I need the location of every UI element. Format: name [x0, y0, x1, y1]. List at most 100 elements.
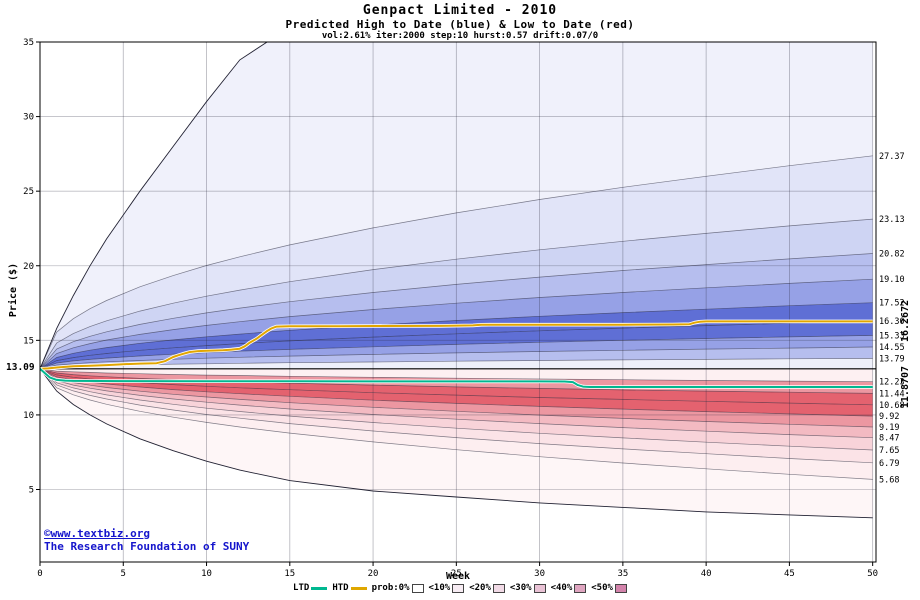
percentile-line — [40, 368, 873, 451]
y-tick-label: 20 — [23, 262, 34, 272]
x-tick-label: 15 — [284, 569, 295, 579]
start-price-label: 13.09 — [6, 362, 35, 373]
y-tick-label: 15 — [23, 336, 34, 346]
right-value-label: 17.52 — [879, 299, 905, 309]
legend-item-30: <30% — [510, 583, 546, 593]
y-tick-label: 5 — [29, 486, 34, 496]
percentile-line — [40, 368, 873, 383]
legend-label: HTD — [332, 583, 349, 593]
prob-band — [40, 368, 873, 417]
x-tick-label: 30 — [534, 569, 545, 579]
right-value-label: 8.47 — [879, 434, 899, 444]
right-value-label: 12.23 — [879, 378, 905, 388]
legend-item-prob0: prob:0% — [372, 583, 424, 593]
legend-item-ltd: LTD — [293, 583, 328, 593]
legend-label: <50% — [591, 583, 613, 593]
x-tick-label: 0 — [37, 569, 42, 579]
right-value-label: 10.68 — [879, 401, 905, 411]
x-axis-title: Week — [445, 571, 471, 582]
legend-label: <20% — [469, 583, 491, 593]
y-tick-label: 25 — [23, 187, 34, 197]
y-tick-label: 30 — [23, 113, 34, 123]
legend-item-40: <40% — [551, 583, 587, 593]
x-tick-label: 10 — [201, 569, 212, 579]
watermark-url[interactable]: ©www.textbiz.org — [44, 527, 150, 540]
legend-label: prob:0% — [371, 583, 410, 593]
htd-line — [40, 320, 873, 370]
percentile-line — [40, 335, 873, 370]
prob-band — [40, 320, 873, 369]
legend-item-50: <50% — [591, 583, 627, 593]
envelope-line — [40, 368, 873, 519]
chart-legend: LTD HTD prob:0% <10% <20% <30% <40% <50% — [0, 583, 920, 593]
right-value-label: 20.82 — [879, 250, 905, 260]
percentile-line — [40, 155, 873, 369]
prob-band — [40, 368, 873, 405]
legend-label: LTD — [293, 583, 310, 593]
prob-band — [40, 368, 873, 382]
prob-50-swatch — [614, 583, 627, 593]
chart-title: Genpact Limited - 2010 — [362, 3, 558, 18]
legend-label: <40% — [550, 583, 573, 593]
x-tick-label: 35 — [617, 569, 628, 579]
prob-band — [40, 368, 873, 427]
prob-band — [40, 358, 873, 369]
legend-label: <30% — [509, 583, 532, 593]
y-tick-label: 10 — [23, 411, 34, 421]
legend-label: <10% — [428, 583, 451, 593]
prob-band — [40, 219, 873, 369]
watermark: ©www.textbiz.org The Research Foundation… — [44, 527, 249, 553]
right-value-label: 19.10 — [879, 275, 905, 285]
chart-params: vol:2.61% iter:2000 step:10 hurst:0.57 d… — [321, 31, 599, 41]
right-value-label: 11.44 — [879, 389, 905, 399]
chart-subtitle: Predicted High to Date (blue) & Low to D… — [285, 18, 635, 31]
plot-border — [39, 41, 877, 563]
prob-30-swatch — [533, 583, 546, 593]
prob-band — [40, 368, 873, 463]
prob-band — [40, 279, 873, 369]
prob-band — [40, 155, 873, 369]
prob-band — [40, 302, 873, 369]
prob-band — [40, 253, 873, 369]
x-tick-label: 40 — [701, 569, 712, 579]
right-value-label: 5.68 — [879, 475, 899, 485]
right-value-label: 7.65 — [879, 446, 899, 456]
percentile-line — [40, 368, 873, 406]
prob-20-swatch — [492, 583, 505, 593]
right-value-label: 27.37 — [879, 152, 905, 162]
htd-swatch — [350, 586, 367, 590]
right-value-label: 14.55 — [879, 343, 905, 353]
right-value-label: 13.79 — [879, 354, 905, 364]
prob-10-swatch — [452, 583, 465, 593]
envelope-line — [40, 42, 268, 369]
x-tick-label: 20 — [368, 569, 379, 579]
percentile-line — [40, 278, 873, 370]
right-value-label: 23.13 — [879, 215, 905, 225]
ltd-line — [40, 368, 873, 388]
prob-band — [40, 42, 873, 369]
percentile-line — [40, 368, 873, 480]
percentile-line — [40, 253, 873, 370]
percentile-line — [40, 346, 873, 370]
x-tick-label: 45 — [784, 569, 795, 579]
right-value-label: 9.92 — [879, 412, 899, 422]
prob-band — [40, 368, 873, 518]
x-tick-label: 50 — [867, 569, 878, 579]
ltd-swatch — [311, 586, 328, 590]
percentile-line — [40, 302, 873, 370]
right-value-label: 16.30 — [879, 317, 905, 327]
percentile-line — [40, 368, 873, 428]
y-tick-label: 35 — [23, 38, 34, 48]
ltd-final-label: 11.8707 — [900, 366, 911, 408]
htd-final-label: 16.2672 — [900, 300, 911, 342]
percentile-line — [40, 368, 873, 464]
right-value-label: 9.19 — [879, 423, 899, 433]
legend-item-20: <20% — [469, 583, 505, 593]
prob-band — [40, 347, 873, 369]
percentile-line — [40, 368, 873, 439]
legend-item-htd: HTD — [332, 583, 367, 593]
right-value-label: 6.79 — [879, 459, 899, 469]
prob-0-swatch — [411, 583, 424, 593]
